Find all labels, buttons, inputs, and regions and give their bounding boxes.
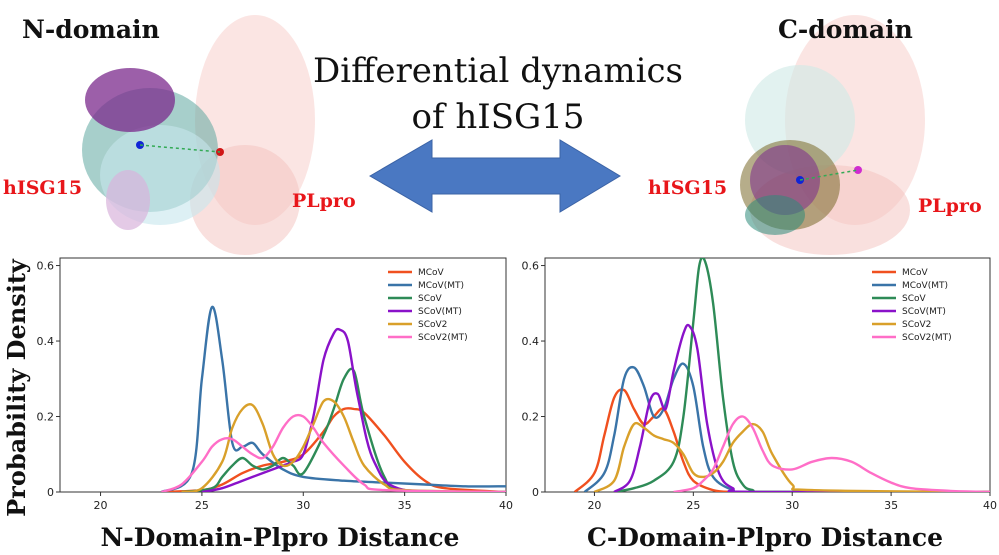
series-line-mcov-mt [160,305,506,492]
y-tick-label: 0.4 [522,335,540,348]
series-lines [573,258,990,492]
legend-entry: SCoV(MT) [902,307,946,317]
legend-entry: MCoV(MT) [418,281,464,291]
legend-entry: SCoV [418,294,443,304]
legend-entry: SCoV2(MT) [902,333,952,343]
series-line-scov2-mt [673,415,990,492]
y-tick-label: 0.2 [37,411,55,424]
series-lines [160,305,506,492]
x-tick-label: 35 [884,499,898,512]
right-plpro-label: PLpro [918,195,982,217]
legend-entry: SCoV2(MT) [418,333,468,343]
x-tick-label: 40 [983,499,997,512]
n-domain-chart: 20 25 30 35 40 0 0.2 0.4 0.6 MCoV MCoV(MT) SCoV SCoV… [37,257,513,512]
title-line-1: Differential dynamics [313,51,683,91]
title-line-2: of hISG15 [412,97,585,137]
x-tick-label: 20 [587,499,601,512]
legend-entry: MCoV(MT) [902,281,948,291]
y-tick-label: 0 [47,486,54,499]
y-tick-label: 0.2 [522,411,540,424]
series-line-scov-mt [613,323,990,492]
y-tick-label: 0.6 [37,260,55,273]
probability-density-label: Probability Density [2,258,31,517]
series-line-mcov [161,407,506,492]
legend-entry: SCoV(MT) [418,307,462,317]
left-plpro-label: PLpro [292,190,356,212]
c-domain-chart: 20 25 30 35 40 0 0.2 0.4 0.6 MCoV MCoV(MT) SCoV SCoV… [522,257,997,512]
legend-entry: MCoV [902,268,929,278]
series-line-scov2-mt [160,413,506,492]
n-domain-xlabel: N-Domain-Plpro Distance [101,523,460,552]
right-hisg15-label: hISG15 [648,177,727,199]
plot-frame [544,257,991,493]
x-tick-label: 30 [296,499,310,512]
x-tick-label: 40 [499,499,513,512]
x-tick-label: 25 [195,499,209,512]
legend-entry: SCoV2 [418,320,447,330]
c-domain-xlabel: C-Domain-Plpro Distance [587,523,943,552]
x-tick-label: 30 [785,499,799,512]
x-tick-label: 20 [94,499,108,512]
legend-entry: SCoV [902,294,927,304]
y-tick-label: 0.4 [37,335,55,348]
y-tick-label: 0 [532,486,539,499]
series-line-scov2 [593,421,990,492]
series-line-scov-mt [201,327,506,492]
series-line-scov [181,367,506,492]
series-line-scov [613,258,990,492]
legend-entry: MCoV [418,268,445,278]
double-arrow-icon [369,139,621,213]
plot-frame [59,257,507,493]
right-protein-illustration [740,15,925,255]
left-protein-illustration [82,15,315,255]
n-domain-title: N-domain [22,15,160,44]
x-tick-label: 35 [398,499,412,512]
y-tick-label: 0.6 [522,260,540,273]
c-domain-title: C-domain [778,15,913,44]
x-tick-label: 25 [686,499,700,512]
left-hisg15-label: hISG15 [3,177,82,199]
legend-entry: SCoV2 [902,320,931,330]
series-line-scov2 [181,397,506,492]
